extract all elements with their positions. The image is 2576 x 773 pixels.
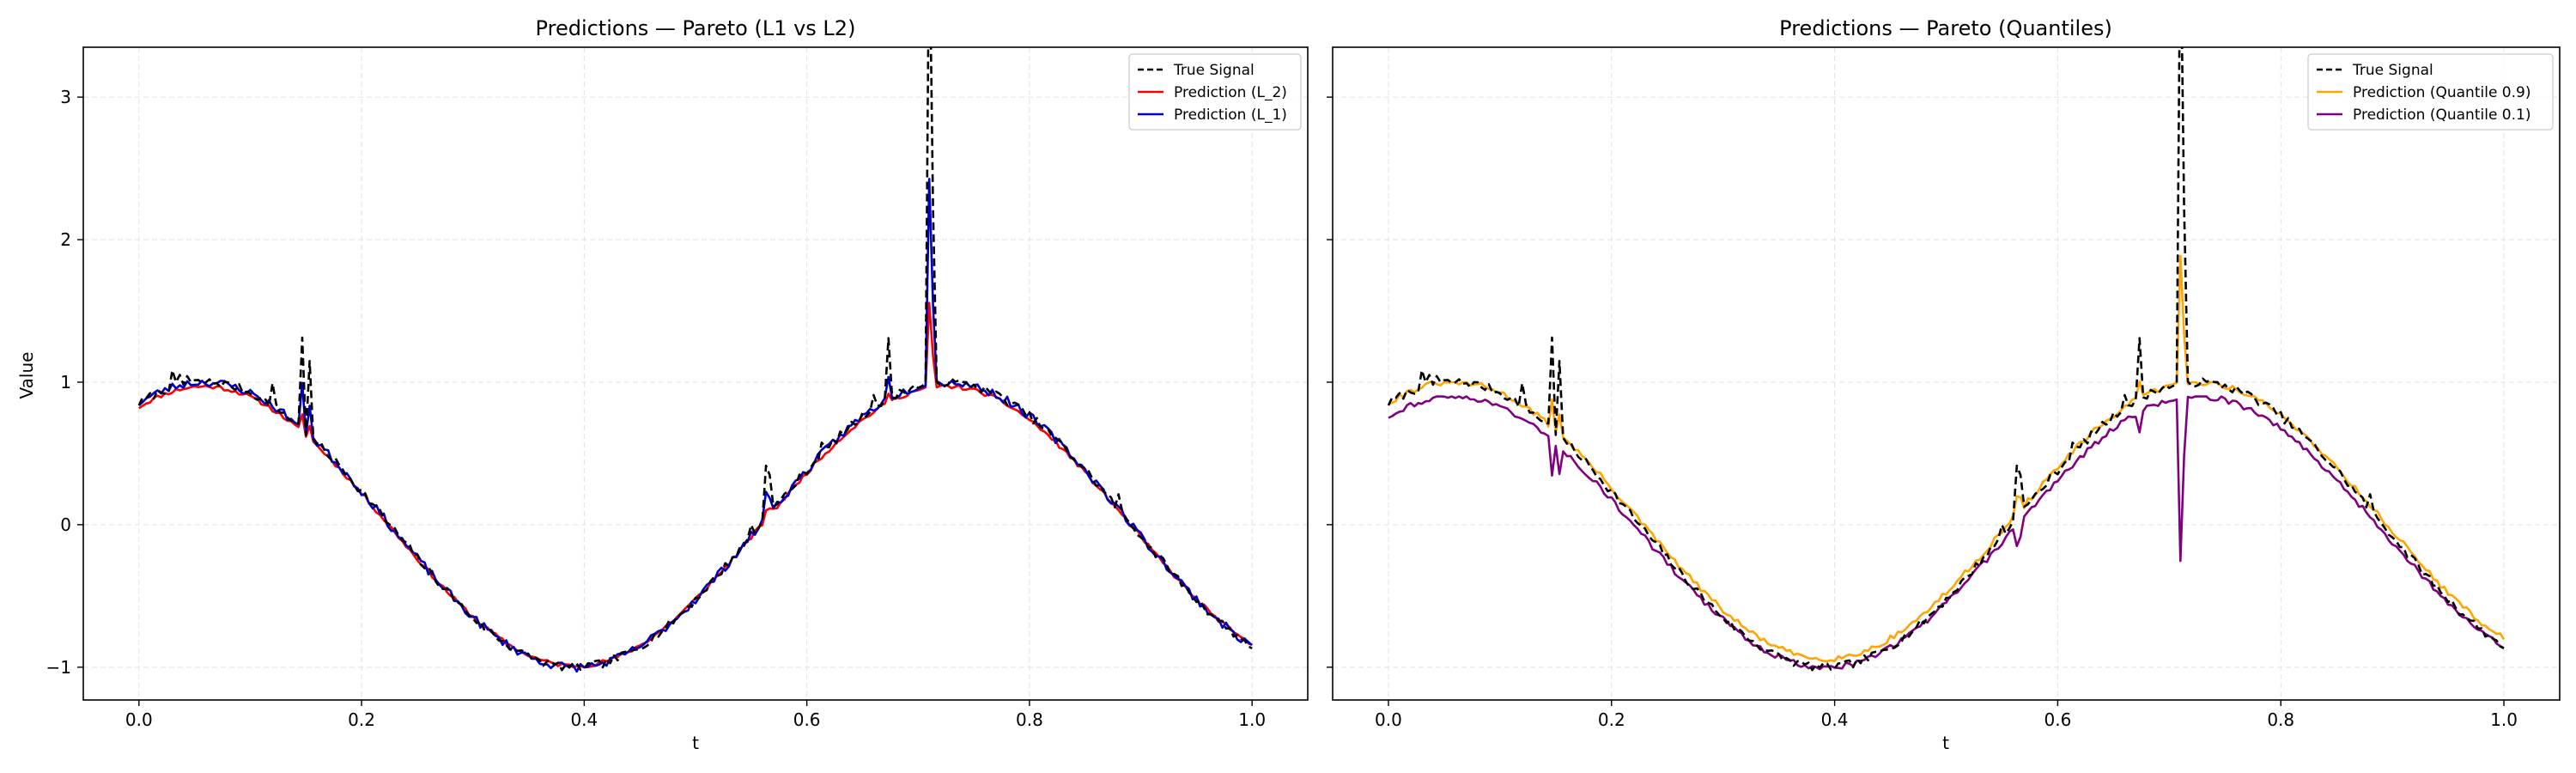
y-tick-label: 2	[60, 229, 71, 250]
series-line-true_signal	[1387, 47, 2505, 672]
x-tick-label: 1.0	[1238, 709, 1266, 730]
y-tick-label: 3	[60, 87, 71, 107]
legend-entry-label: Prediction (L_1)	[1174, 107, 1287, 124]
x-tick-label: 1.0	[2490, 709, 2518, 730]
right-subplot-title: Predictions — Pareto (Quantiles)	[1779, 16, 2112, 40]
x-tick-label: 0.0	[1375, 709, 1402, 730]
series-line-q10	[1388, 395, 2505, 671]
left-subplot-title: Predictions — Pareto (L1 vs L2)	[536, 16, 856, 40]
legend-entry-label: Prediction (Quantile 0.9)	[2353, 84, 2530, 101]
left-subplot-x-axis-label: t	[692, 733, 699, 753]
legend-entry-label: Prediction (Quantile 0.1)	[2353, 107, 2530, 124]
x-tick-label: 0.0	[125, 709, 153, 730]
legend-box	[2307, 53, 2554, 131]
legend: True Signal Prediction (Quantile 0.9) Pred…	[2307, 53, 2554, 131]
grid	[1333, 47, 2560, 700]
legend-box	[1128, 53, 1302, 131]
x-tick-label: 0.6	[793, 709, 821, 730]
grid	[83, 47, 1308, 700]
legend: True Signal Prediction (L_2) Prediction (L…	[1128, 53, 1302, 131]
x-tick-label: 0.8	[2267, 709, 2294, 730]
x-tick-label: 0.4	[570, 709, 598, 730]
axes-frame	[1332, 46, 2561, 701]
series-line-true_signal	[137, 47, 1253, 672]
x-tick-label: 0.4	[1821, 709, 1849, 730]
right-subplot: Predictions — Pareto (Quantiles) t 0.0 0.…	[1327, 16, 2561, 753]
x-tick-label: 0.2	[348, 709, 375, 730]
left-subplot: Predictions — Pareto (L1 vs L2) t Value …	[16, 16, 1309, 753]
x-tick-label: 0.8	[1016, 709, 1043, 730]
y-tick-label: −1	[46, 657, 71, 678]
legend-entry-label: True Signal	[1173, 62, 1255, 79]
right-subplot-x-axis-label: t	[1942, 733, 1949, 753]
y-tick-label: 0	[60, 514, 71, 535]
x-tick-label: 0.2	[1598, 709, 1625, 730]
left-subplot-y-axis-label: Value	[16, 352, 37, 399]
y-tick-label: 1	[60, 372, 71, 393]
series-lines	[1387, 47, 2506, 672]
series-lines	[137, 47, 1254, 673]
axes-frame	[82, 46, 1309, 701]
x-tick-label: 0.6	[2044, 709, 2072, 730]
legend-entry-label: True Signal	[2352, 62, 2433, 79]
legend-entry-label: Prediction (L_2)	[1174, 84, 1287, 101]
